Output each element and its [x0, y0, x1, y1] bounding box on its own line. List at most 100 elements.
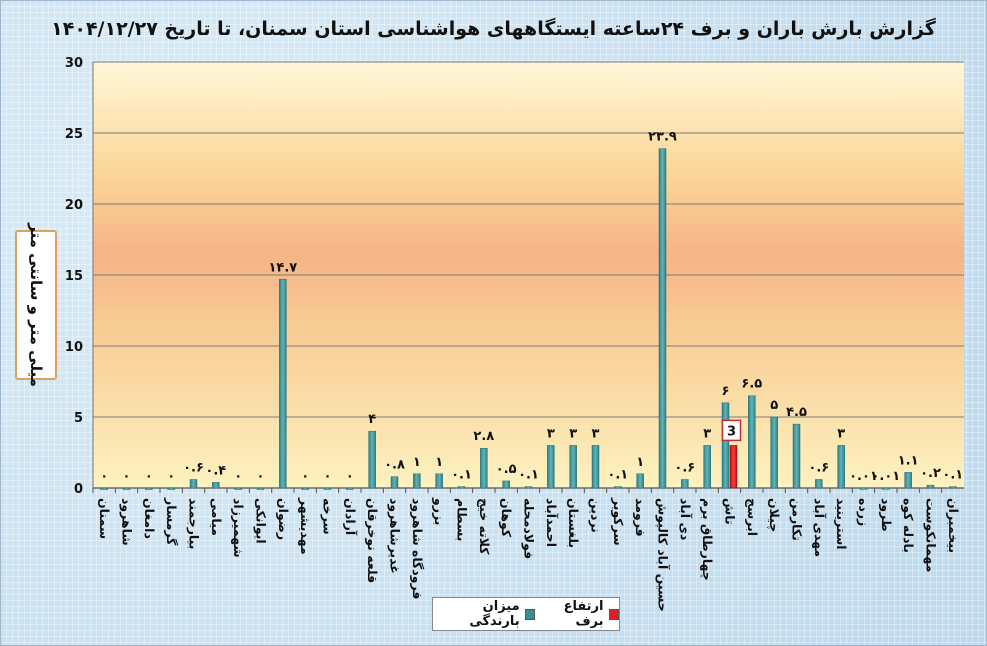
y-axis-label-box: میلی متر و سانتی متر — [15, 223, 57, 387]
rain-data-label: ۰ — [257, 469, 265, 484]
snow-label-box — [721, 419, 742, 442]
y-tick-label: 25 — [65, 127, 83, 142]
bar-rain — [569, 445, 577, 489]
bar-rain — [547, 445, 555, 489]
legend-item-rain: میزان بارندگی — [433, 599, 536, 629]
rain-data-label: ۴ — [368, 412, 376, 427]
x-tick-label: گرمسار — [164, 497, 179, 546]
bar-rain — [636, 473, 644, 489]
x-tick-label: آرادان — [343, 498, 358, 536]
rain-data-label: ۰.۶ — [808, 460, 829, 475]
bar-rain — [413, 473, 421, 489]
x-tick-label: میامی — [209, 498, 224, 536]
bar-rain — [457, 486, 466, 489]
bar-rain — [301, 487, 309, 490]
x-tick-label: زرده — [857, 498, 872, 526]
x-tick-label: احمدآباد — [544, 498, 559, 547]
bar-rain — [837, 445, 845, 489]
y-tick-label: 15 — [65, 269, 83, 284]
x-tick-label: فرومد — [633, 498, 648, 537]
rain-data-label: ۳ — [569, 426, 577, 441]
rain-data-label: ۰ — [234, 469, 242, 484]
rain-data-label: ۰.۴ — [205, 463, 226, 478]
bar-rain — [100, 487, 108, 490]
bar-rain — [189, 479, 198, 489]
rain-data-label: ۳ — [592, 426, 600, 441]
bar-rain — [524, 486, 533, 489]
x-tick-label: سمنان — [97, 498, 112, 539]
rain-data-label: ۰ — [100, 469, 108, 484]
bar-rain — [770, 416, 778, 489]
bar-rain — [681, 479, 689, 489]
bar-rain — [614, 486, 622, 489]
legend-label-rain: میزان بارندگی — [469, 599, 520, 629]
rain-data-label: ۵ — [770, 398, 778, 413]
bar-rain — [721, 402, 730, 489]
y-axis-label: میلی متر و سانتی متر — [27, 223, 45, 387]
bar-rain — [904, 472, 912, 489]
rain-data-label: ۱ — [413, 455, 421, 470]
bar-rain — [949, 486, 957, 489]
x-tick-label: شاهرود — [120, 498, 135, 546]
rain-data-label: ۱ — [435, 455, 443, 470]
bar-rain — [167, 487, 175, 490]
rain-data-label: ۰.۱ — [451, 468, 472, 483]
bar-rain — [368, 430, 376, 489]
chart-title: گزارش بارش باران و برف ۲۴ساعته ایستگاهها… — [51, 18, 936, 40]
y-tick-label: 30 — [65, 56, 83, 71]
x-tick-label: سرکویر — [611, 497, 626, 546]
y-tick-label: 10 — [65, 340, 83, 355]
y-tick-label: 0 — [74, 482, 83, 497]
rain-data-label: ۰ — [346, 469, 354, 484]
rain-data-label: ۰.۱ — [518, 468, 539, 483]
legend-swatch-snow — [608, 608, 619, 620]
bar-rain — [748, 395, 756, 489]
x-tick-label: نردین — [589, 498, 604, 533]
rain-data-label: ۰.۶ — [183, 460, 204, 475]
rain-data-label: ۱.۱ — [898, 453, 919, 468]
rain-data-label: ۰.۵ — [496, 462, 517, 477]
x-tick-label: مهدی آباد — [812, 498, 827, 557]
chart-legend: ارتفاع برف میزان بارندگی — [432, 597, 620, 631]
bar-rain — [658, 148, 667, 489]
bar-rain — [145, 487, 153, 490]
rain-data-label: ۰.۲ — [920, 466, 941, 481]
legend-label-snow: ارتفاع برف — [563, 599, 604, 629]
rain-data-label: ۳ — [547, 426, 555, 441]
bar-rain — [212, 482, 220, 489]
x-tick-label: چهارطاق برم — [699, 498, 715, 581]
bar-rain — [703, 445, 711, 489]
rain-data-label: ۰.۰۱ — [871, 469, 900, 484]
x-tick-label: کوهان — [499, 498, 514, 538]
rain-data-label: ۱ — [636, 455, 644, 470]
bar-rain — [792, 423, 801, 489]
rain-data-label: ۰.۱ — [607, 468, 628, 483]
rain-data-label: ۳ — [703, 426, 711, 441]
x-tick-label: رضوان — [276, 498, 291, 540]
x-tick-label: فولادمحله — [522, 498, 537, 559]
x-tick-label: استرینید — [834, 498, 849, 550]
rain-data-label: ۲.۸ — [473, 429, 494, 444]
x-tick-label: بادله کوه — [901, 498, 916, 553]
x-tick-label: ایوانکی — [254, 498, 269, 544]
bar-rain — [346, 487, 354, 490]
bar-rain — [122, 487, 131, 490]
rain-data-label: ۰ — [324, 469, 332, 484]
x-tick-label: چیلان — [767, 498, 782, 532]
rain-data-label: ۰ — [301, 469, 309, 484]
x-tick-label: قلعه نوخرقان — [365, 498, 380, 583]
bar-rain — [323, 487, 332, 490]
bar-rain — [882, 487, 890, 490]
x-tick-label: مهدیشهر — [298, 497, 313, 555]
rain-data-label: ۰.۸ — [384, 458, 405, 473]
x-tick-label: بیخمبران — [946, 498, 961, 553]
bar-rain — [480, 447, 488, 489]
bar-rain — [502, 480, 510, 489]
snow-data-label: 3 — [727, 424, 736, 439]
rain-data-label: ۰.۱ — [942, 468, 963, 483]
x-tick-label: حسین آباد کالپوش — [656, 498, 671, 612]
x-tick-label: دی آباد — [678, 498, 693, 540]
rain-data-label: ۰.۰۱ — [849, 469, 878, 484]
x-tick-label: طرود — [879, 498, 894, 532]
bar-rain — [256, 487, 265, 490]
